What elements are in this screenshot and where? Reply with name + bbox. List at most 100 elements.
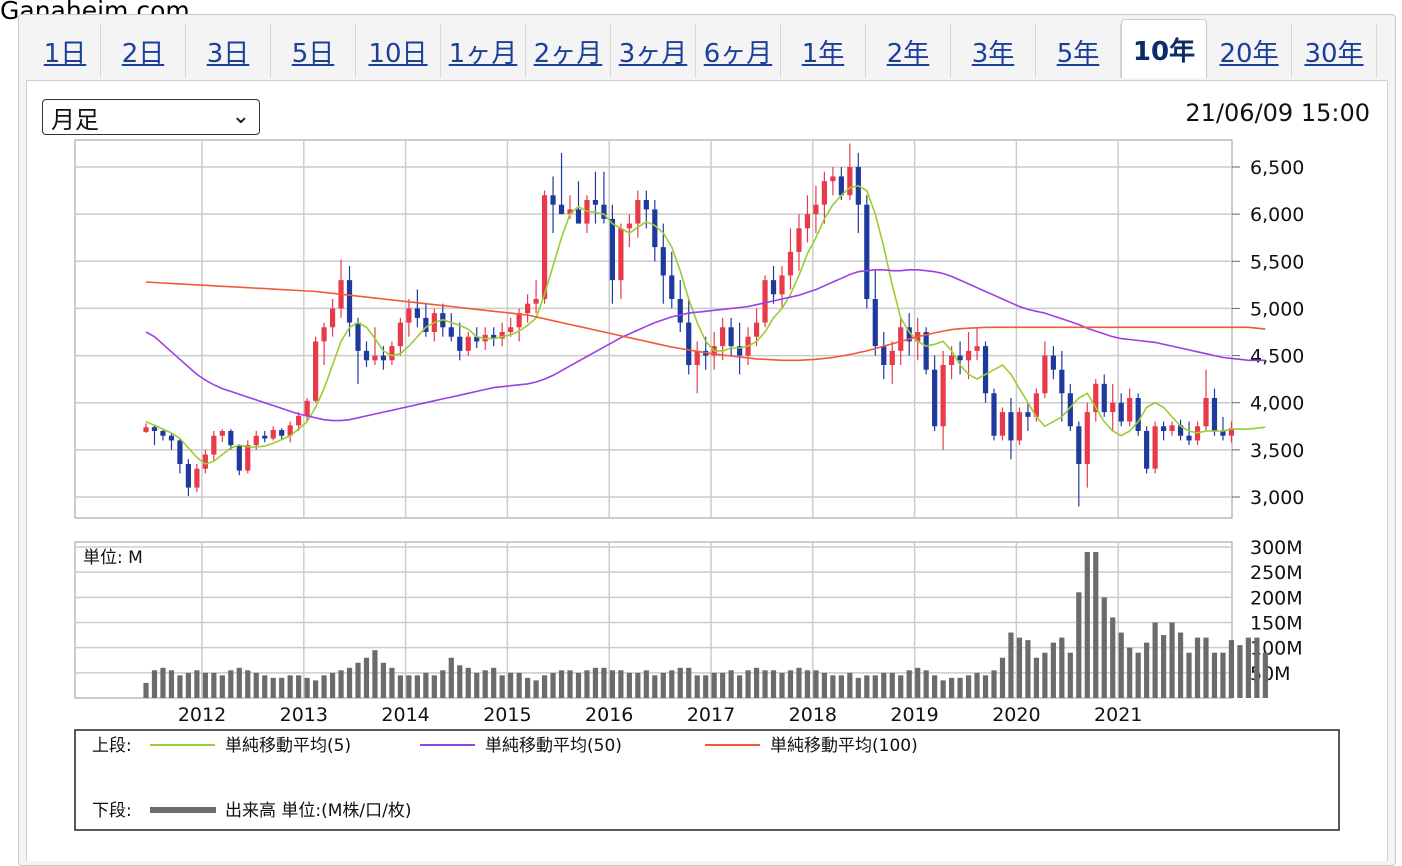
candle-body (1084, 412, 1090, 464)
tab-range-4[interactable]: 10日 (356, 24, 441, 78)
legend-swatch-volume (150, 807, 216, 813)
timestamp: 21/06/09 15:00 (1185, 99, 1370, 127)
volume-bar (1262, 652, 1268, 698)
tab-range-2[interactable]: 3日 (186, 24, 271, 78)
period-select[interactable]: 月足 ⌄ (42, 99, 260, 135)
candle-body (567, 209, 573, 215)
volume-bar (965, 675, 972, 698)
candle-body (1220, 431, 1226, 436)
candle-body (686, 322, 692, 365)
tab-range-0[interactable]: 1日 (30, 24, 101, 78)
volume-bar (533, 680, 539, 698)
x-tick-label: 2019 (890, 704, 938, 726)
tab-range-5[interactable]: 1ヶ月 (441, 24, 526, 78)
tab-range-1[interactable]: 2日 (101, 24, 186, 78)
candle-body (491, 334, 497, 339)
tab-range-13[interactable]: 10年 (1121, 19, 1207, 78)
candle-body (1016, 412, 1023, 441)
volume-bar (1110, 617, 1116, 698)
candle-body (762, 280, 768, 323)
price-plot-area (74, 139, 1233, 519)
candle-body (821, 181, 828, 205)
candle-body (618, 228, 624, 281)
volume-bar (932, 675, 938, 698)
legend-lower-label: 下段: (92, 801, 132, 821)
candle-body (813, 204, 819, 215)
candle-body (329, 308, 336, 328)
candle-body (355, 322, 361, 351)
candle-body (694, 350, 700, 365)
candle-body (898, 327, 904, 351)
volume-bar (847, 672, 853, 698)
volume-tick-label: 300M (1250, 537, 1303, 559)
volume-bar (143, 682, 149, 698)
volume-bar (270, 677, 276, 698)
candle-body (728, 327, 734, 347)
x-tick-label: 2017 (687, 704, 735, 726)
volume-bar (804, 670, 811, 698)
volume-bar (703, 675, 709, 698)
tab-range-15[interactable]: 30年 (1292, 24, 1377, 78)
candle-body (211, 435, 217, 455)
volume-bar (151, 670, 158, 698)
volume-bar (618, 670, 624, 698)
candle-body (1042, 355, 1048, 394)
volume-bar (1211, 652, 1218, 698)
volume-bar (457, 665, 463, 698)
volume-bar (482, 670, 488, 698)
candle-body (270, 430, 276, 439)
volume-bar (219, 675, 225, 698)
x-tick-label: 2013 (280, 704, 328, 726)
tab-range-9[interactable]: 1年 (781, 24, 866, 78)
candle-body (525, 303, 531, 314)
candle-body (177, 440, 183, 464)
price-tick-label: 3,000 (1250, 487, 1304, 509)
volume-bar (1127, 647, 1133, 698)
volume-bar (753, 667, 760, 698)
candle-body (982, 346, 989, 394)
tab-range-8[interactable]: 6ヶ月 (696, 24, 781, 78)
volume-bar (397, 675, 404, 698)
volume-bar (1067, 652, 1073, 698)
tab-range-14[interactable]: 20年 (1207, 24, 1292, 78)
candle-body (881, 346, 887, 365)
volume-bar (262, 675, 268, 698)
candle-body (1203, 398, 1209, 427)
candle-body (550, 195, 556, 205)
candle-body (601, 204, 607, 219)
candle-body (185, 464, 192, 488)
volume-bar (406, 675, 412, 698)
tab-range-3[interactable]: 5日 (271, 24, 356, 78)
candle-body (414, 308, 420, 318)
x-tick-label: 2020 (992, 704, 1040, 726)
candle-body (864, 204, 870, 299)
price-tick-label: 4,000 (1250, 393, 1304, 415)
volume-bar (168, 670, 175, 698)
volume-bar (1237, 645, 1243, 698)
tab-range-6[interactable]: 2ヶ月 (526, 24, 611, 78)
volume-bar (889, 672, 895, 698)
volume-bar (830, 675, 836, 698)
volume-bar (974, 672, 980, 698)
tab-range-7[interactable]: 3ヶ月 (611, 24, 696, 78)
candle-body (1101, 383, 1107, 413)
volume-bar (592, 667, 599, 698)
candle-body (516, 313, 522, 328)
volume-bar (525, 677, 531, 698)
volume-bar (1059, 637, 1065, 698)
tab-range-11[interactable]: 3年 (951, 24, 1036, 78)
candle-body (737, 346, 743, 356)
volume-bar (1093, 552, 1099, 698)
tab-range-10[interactable]: 2年 (866, 24, 951, 78)
volume-bar (999, 657, 1006, 698)
volume-bar (737, 675, 743, 698)
candle-body (448, 327, 454, 337)
candle-body (965, 350, 972, 361)
candle-body (262, 435, 268, 439)
volume-bar (1194, 637, 1201, 698)
volume-bar (864, 675, 870, 698)
volume-bar (991, 670, 997, 698)
candle-body (1067, 393, 1073, 427)
tab-range-12[interactable]: 5年 (1036, 24, 1121, 78)
volume-bar (660, 672, 666, 698)
